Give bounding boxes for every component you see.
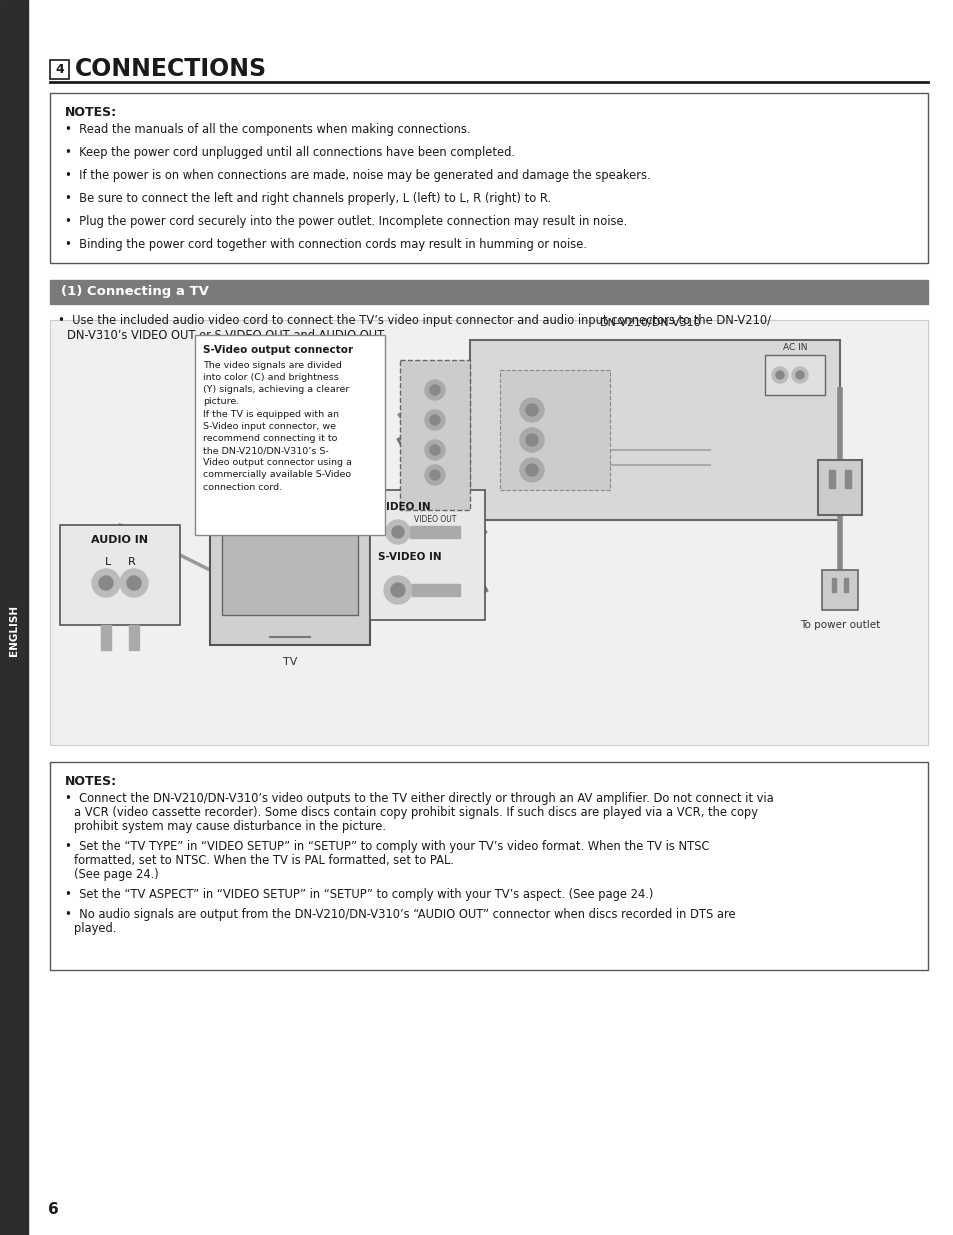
Bar — [50, 762, 927, 969]
Bar — [101, 625, 111, 650]
Circle shape — [525, 433, 537, 446]
Bar — [399, 359, 470, 510]
Text: •  Read the manuals of all the components when making connections.: • Read the manuals of all the components… — [65, 124, 470, 136]
Bar — [831, 578, 835, 592]
Circle shape — [519, 458, 543, 482]
Text: •  Set the “TV TYPE” in “VIDEO SETUP” in “SETUP” to comply with your TV’s video : • Set the “TV TYPE” in “VIDEO SETUP” in … — [65, 840, 709, 853]
Bar — [222, 500, 357, 615]
Circle shape — [424, 466, 444, 485]
Bar — [50, 320, 927, 745]
Bar — [129, 625, 139, 650]
Bar — [410, 526, 459, 538]
Circle shape — [795, 370, 803, 379]
Text: •  Set the “TV ASPECT” in “VIDEO SETUP” in “SETUP” to comply with your TV’s aspe: • Set the “TV ASPECT” in “VIDEO SETUP” i… — [65, 888, 653, 902]
Circle shape — [525, 464, 537, 475]
Text: NOTES:: NOTES: — [65, 776, 117, 788]
Bar — [828, 471, 834, 488]
Circle shape — [519, 398, 543, 422]
Text: DN-V310’s VIDEO OUT or S-VIDEO OUT and AUDIO OUT.: DN-V310’s VIDEO OUT or S-VIDEO OUT and A… — [67, 329, 386, 342]
Bar — [470, 340, 840, 520]
Text: TV: TV — [282, 657, 297, 667]
Circle shape — [430, 385, 439, 395]
Bar — [764, 354, 824, 395]
Circle shape — [519, 429, 543, 452]
Bar — [50, 280, 927, 304]
Text: prohibit system may cause disturbance in the picture.: prohibit system may cause disturbance in… — [74, 820, 386, 832]
Bar — [194, 335, 385, 535]
Text: AC IN: AC IN — [781, 343, 806, 352]
Bar — [210, 490, 370, 645]
Text: a VCR (video cassette recorder). Some discs contain copy prohibit signals. If su: a VCR (video cassette recorder). Some di… — [74, 806, 758, 819]
Text: S-Video output connector: S-Video output connector — [203, 345, 353, 354]
Circle shape — [424, 380, 444, 400]
Text: •  Keep the power cord unplugged until all connections have been completed.: • Keep the power cord unplugged until al… — [65, 146, 515, 159]
Circle shape — [391, 583, 405, 597]
Text: •  Be sure to connect the left and right channels properly, L (left) to L, R (ri: • Be sure to connect the left and right … — [65, 191, 551, 205]
Bar — [821, 571, 857, 610]
Text: 6: 6 — [48, 1203, 59, 1218]
Circle shape — [424, 410, 444, 430]
Circle shape — [120, 569, 148, 597]
Bar — [499, 370, 609, 490]
Text: 4: 4 — [55, 63, 64, 77]
Circle shape — [384, 576, 412, 604]
Text: (1) Connecting a TV: (1) Connecting a TV — [61, 285, 209, 299]
Text: VIDEO IN: VIDEO IN — [377, 501, 430, 513]
Text: •  If the power is on when connections are made, noise may be generated and dama: • If the power is on when connections ar… — [65, 169, 650, 182]
Text: •  Connect the DN-V210/DN-V310’s video outputs to the TV either directly or thro: • Connect the DN-V210/DN-V310’s video ou… — [65, 792, 773, 805]
Circle shape — [99, 576, 112, 590]
Bar — [412, 584, 459, 597]
Text: (See page 24.): (See page 24.) — [74, 868, 158, 881]
Text: DN-V210/DN-V310: DN-V210/DN-V310 — [599, 317, 700, 329]
Circle shape — [127, 576, 141, 590]
Circle shape — [525, 404, 537, 416]
Bar — [844, 471, 850, 488]
Text: •  Plug the power cord securely into the power outlet. Incomplete connection may: • Plug the power cord securely into the … — [65, 215, 626, 228]
Bar — [843, 578, 847, 592]
Circle shape — [91, 569, 120, 597]
Text: •  Use the included audio video cord to connect the TV’s video input connector a: • Use the included audio video cord to c… — [58, 314, 770, 327]
Circle shape — [430, 471, 439, 480]
Bar — [817, 459, 862, 515]
Bar — [50, 93, 927, 263]
Circle shape — [424, 440, 444, 459]
Text: S-VIDEO IN: S-VIDEO IN — [377, 552, 441, 562]
Text: formatted, set to NTSC. When the TV is PAL formatted, set to PAL.: formatted, set to NTSC. When the TV is P… — [74, 853, 454, 867]
Circle shape — [392, 526, 403, 538]
Circle shape — [791, 367, 807, 383]
Circle shape — [430, 445, 439, 454]
Text: •  Binding the power cord together with connection cords may result in humming o: • Binding the power cord together with c… — [65, 238, 586, 251]
Text: played.: played. — [74, 923, 116, 935]
Circle shape — [386, 520, 410, 543]
Text: The video signals are divided
into color (C) and brightness
(Y) signals, achievi: The video signals are divided into color… — [203, 361, 352, 492]
Bar — [50, 61, 69, 79]
Text: VIDEO OUT: VIDEO OUT — [414, 515, 456, 524]
Text: R: R — [128, 557, 135, 567]
Text: •  No audio signals are output from the DN-V210/DN-V310’s “AUDIO OUT” connector : • No audio signals are output from the D… — [65, 908, 735, 921]
Text: CONNECTIONS: CONNECTIONS — [75, 58, 267, 82]
Text: To power outlet: To power outlet — [799, 620, 880, 630]
Text: AUDIO IN: AUDIO IN — [91, 535, 149, 545]
Bar — [370, 490, 484, 620]
Text: L: L — [105, 557, 111, 567]
Circle shape — [430, 415, 439, 425]
Bar — [0, 0, 28, 1235]
Text: NOTES:: NOTES: — [65, 106, 117, 119]
Circle shape — [775, 370, 783, 379]
Circle shape — [771, 367, 787, 383]
Bar — [60, 525, 180, 625]
Text: ENGLISH: ENGLISH — [9, 604, 19, 656]
